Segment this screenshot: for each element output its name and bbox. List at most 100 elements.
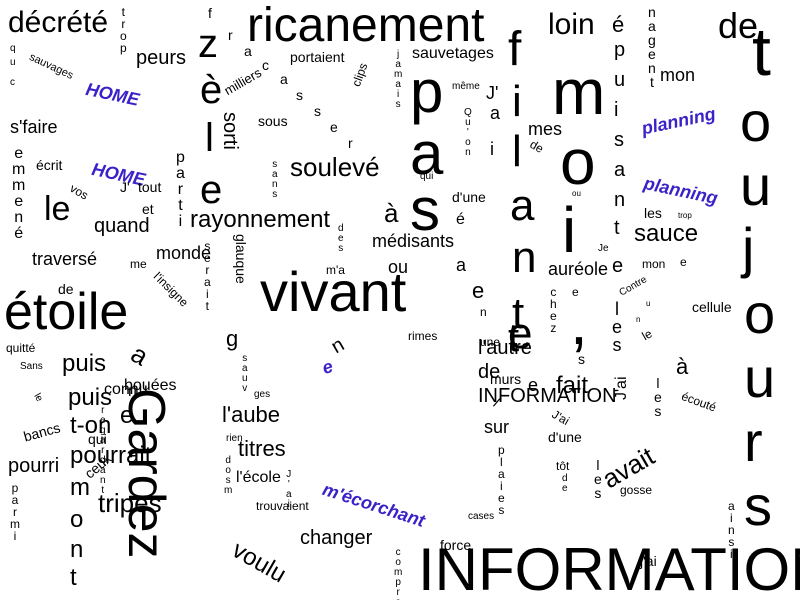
word-o-47: o (560, 126, 596, 198)
word-q-8: q (10, 43, 16, 54)
word-mes-87: mes (528, 119, 563, 139)
word-titres-162: titres (238, 436, 286, 461)
word-le-124: le (639, 326, 655, 344)
word-rien-161: rien (226, 433, 243, 444)
word-contre-119: Contre (617, 274, 649, 299)
word-j-ai-166: J ' a i (286, 469, 292, 510)
word-bancs-152: bancs (21, 419, 62, 445)
word-vivant-110: vivant (260, 260, 407, 323)
word-p-50: p (614, 39, 626, 61)
word-a-54: a (614, 159, 626, 181)
word-l-16: l (205, 116, 214, 160)
word-milliers-29: milliers (221, 64, 265, 99)
word-a-22: a (280, 71, 288, 87)
word-souleve-78: soulevé (290, 152, 380, 182)
word-c-10: c (10, 77, 15, 88)
word-j-ai-171: J'ai (613, 376, 630, 400)
word-f-18: f (208, 5, 212, 21)
word-n-190: n (128, 383, 137, 400)
word-puis-128: puis (62, 350, 107, 377)
word-e-112: e (472, 278, 485, 303)
word-j-82: J' (486, 83, 499, 103)
word-t-135: t (70, 564, 77, 591)
word-qui-77: qui (420, 171, 434, 182)
word-ou-89: ou (572, 189, 581, 198)
word-t-56: t (614, 217, 620, 239)
word-je-90: Je (598, 243, 609, 254)
word-mon-57: mon (660, 65, 696, 85)
word-l-ecole-163: l'école (236, 469, 281, 486)
word-m-a-100: m'a (326, 263, 345, 277)
word-e-15: è (200, 68, 223, 112)
word-r-64: r (744, 410, 763, 473)
word-o-59: o (740, 90, 772, 153)
word-t-44: t (512, 289, 525, 338)
word-o-133: o (70, 506, 84, 533)
word-s-147: s (578, 351, 585, 367)
word-j-ai-185: j'ai (640, 553, 657, 569)
word-e-86: é (456, 211, 465, 228)
word-une-115: une (480, 335, 501, 349)
word-n-113: n (480, 305, 487, 319)
word-quand-76: quand (94, 215, 150, 237)
word-meme-35: même (452, 81, 480, 92)
word-a-37: a (410, 120, 444, 187)
word-s-38: s (410, 176, 440, 243)
word-s-53: s (614, 129, 624, 151)
word-u-63: u (744, 346, 776, 409)
word-f-39: f (508, 23, 522, 76)
word-trop-92: trop (678, 211, 692, 220)
word-n-55: n (614, 189, 626, 211)
word-a-111: a (456, 255, 467, 275)
word-tripes-154: tripes (98, 488, 162, 518)
word-information-143: INFORMATION (478, 385, 617, 407)
word-me-96: me (130, 257, 147, 271)
word-sur-167: sur (484, 417, 510, 437)
word-sauvages-11: sauvages (27, 51, 76, 82)
word-de-142: de (478, 361, 501, 383)
word-de-88: de (527, 137, 547, 156)
word-t-on-130: t-on (70, 412, 112, 439)
word-medisants-101: médisants (372, 231, 455, 251)
word-gosse-175: gosse (620, 483, 653, 497)
word-i-84: i (490, 139, 494, 159)
word-u-51: u (614, 69, 626, 91)
word-n-134: n (70, 536, 84, 563)
word-t-114: t (508, 316, 520, 360)
word-s-23: s (296, 87, 303, 103)
word-aureole-103: auréole (548, 259, 609, 279)
word-rimes-140: rimes (408, 329, 438, 343)
word-e-117: e (572, 285, 579, 299)
word-decrete-0: décrété (8, 6, 109, 39)
word-le-71: le (44, 190, 71, 228)
word-changer-179: changer (300, 527, 373, 549)
word-a-42: a (510, 181, 535, 230)
word-l-41: l (512, 127, 522, 176)
word-a-20: a (244, 43, 252, 59)
word-s-faire-66: s'faire (10, 117, 58, 137)
word-d-une-85: d'une (452, 189, 486, 205)
word-z-14: z (198, 22, 218, 66)
word-i-48: i (562, 194, 577, 266)
word-n-138: n (327, 333, 349, 359)
word-peurs-12: peurs (136, 47, 187, 69)
word-vos-70: vos (67, 181, 91, 203)
word-m-ecorchant-180: m'écorchant (320, 479, 428, 531)
word-traverse-95: traversé (32, 249, 98, 269)
word-sauvetages-34: sauvetages (412, 45, 494, 62)
word-e-17: e (200, 168, 223, 212)
word-le-151: le (31, 391, 45, 404)
word-qui-187: qui (88, 431, 107, 447)
word-de-5: de (718, 5, 759, 46)
